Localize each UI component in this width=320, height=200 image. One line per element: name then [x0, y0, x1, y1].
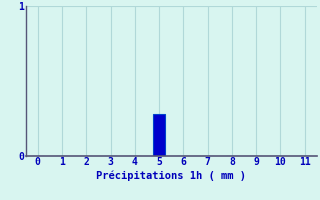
Bar [153, 114, 165, 156]
X-axis label: Précipitations 1h ( mm ): Précipitations 1h ( mm ) [96, 170, 246, 181]
